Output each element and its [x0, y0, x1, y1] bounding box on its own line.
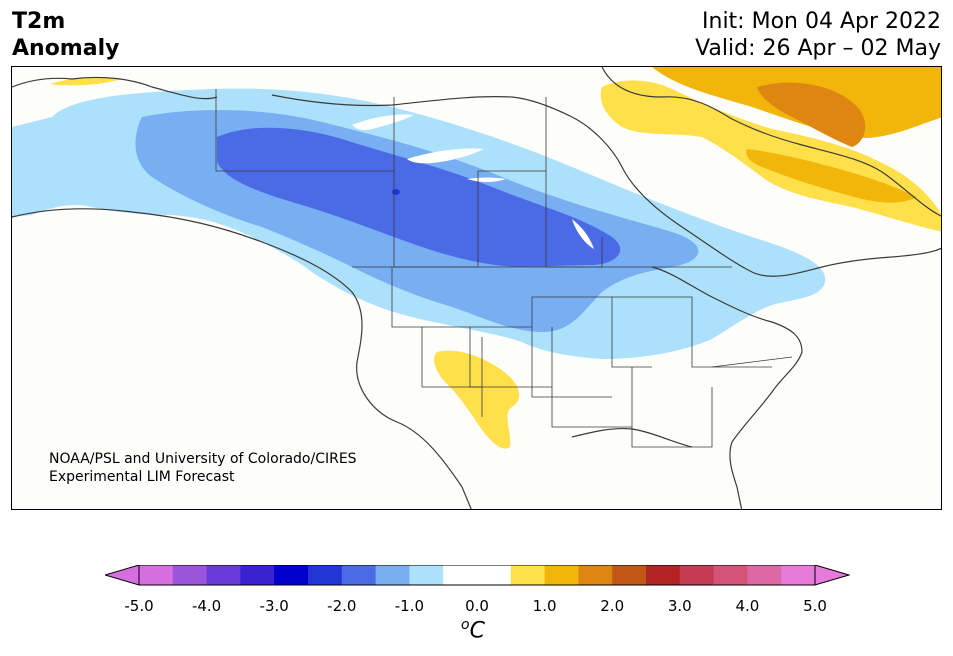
- credit-text: NOAA/PSL and University of Colorado/CIRE…: [49, 450, 357, 486]
- colorbar-segment: [781, 565, 816, 585]
- title-anomaly: Anomaly: [12, 36, 120, 61]
- colorbar-tick-label: 0.0: [465, 597, 489, 615]
- colorbar-ticks: -5.0 -4.0 -3.0 -2.0 -1.0 0.0 1.0 2.0 3.0 4.0 5.0: [0, 597, 953, 617]
- colorbar-segment: [375, 565, 410, 585]
- colorbar-tick-label: -1.0: [394, 597, 425, 615]
- colorbar-tick-label: 2.0: [600, 597, 625, 615]
- colorbar-segment: [713, 565, 748, 585]
- anomaly-map: [12, 67, 941, 509]
- anomaly-region-orange-greenland: [757, 82, 866, 147]
- valid-period: Valid: 26 Apr – 02 May: [695, 36, 941, 61]
- colorbar: [105, 565, 850, 586]
- colorbar-segments: [139, 565, 816, 585]
- lake-athabasca: [407, 148, 484, 164]
- anomaly-region-yellow-alaska: [50, 76, 122, 86]
- colorbar-segment: [139, 565, 174, 585]
- colorbar-segment: [240, 565, 275, 585]
- anomaly-region-yellow-southwest: [434, 350, 520, 449]
- colorbar-unit: oC: [461, 617, 485, 643]
- colorbar-segment: [341, 565, 377, 585]
- credit-line-1: NOAA/PSL and University of Colorado/CIRE…: [49, 451, 357, 467]
- unit-degree: o: [461, 617, 470, 633]
- colorbar-under-arrow: [105, 565, 140, 586]
- map-panel: [11, 66, 942, 510]
- lake-winnipeg: [572, 219, 594, 249]
- anomaly-region-gold-baffin: [746, 149, 917, 203]
- colorbar-tick-label: -4.0: [191, 597, 222, 615]
- title-variable: T2m: [12, 9, 66, 34]
- colorbar-tick-label: 4.0: [735, 597, 760, 615]
- init-date: Init: Mon 04 Apr 2022: [702, 9, 941, 34]
- credit-line-2: Experimental LIM Forecast: [49, 469, 235, 485]
- reindeer-lake: [467, 177, 506, 182]
- forecast-dates: Init: Mon 04 Apr 2022 Valid: 26 Apr – 02…: [695, 8, 941, 62]
- colorbar-over-arrow: [814, 565, 850, 586]
- colorbar-tick-label: -2.0: [327, 597, 357, 615]
- map-title: T2m Anomaly: [12, 8, 119, 62]
- coastlines: [12, 67, 941, 509]
- colorbar-segment: [578, 565, 613, 585]
- colorbar-segment: [477, 565, 512, 585]
- colorbar-segment: [274, 565, 309, 585]
- political-borders: [215, 89, 793, 448]
- colorbar-segment: [679, 565, 715, 585]
- colorbar-segment: [612, 565, 647, 585]
- colorbar-frame: [138, 565, 816, 586]
- colorbar-segment: [510, 565, 546, 585]
- colorbar-segment: [646, 565, 681, 585]
- colorbar-segment: [172, 565, 208, 585]
- colorbar-tick-label: -3.0: [259, 597, 289, 615]
- colorbar-tick-label: 3.0: [667, 597, 692, 615]
- colorbar-segment: [747, 565, 782, 585]
- colorbar-segment: [206, 565, 241, 585]
- great-slave-lake: [352, 114, 414, 130]
- colorbar-tick-label: 1.0: [532, 597, 557, 615]
- unit-celsius: C: [469, 618, 485, 644]
- colorbar-segment: [443, 565, 478, 585]
- colorbar-segment: [308, 565, 343, 585]
- anomaly-region-dark-blue: [392, 189, 400, 195]
- anomaly-region-blue: [217, 127, 621, 267]
- colorbar-segment: [544, 565, 579, 585]
- colorbar-tick-label: 5.0: [803, 597, 827, 615]
- colorbar-segment: [409, 565, 444, 585]
- colorbar-tick-label: -5.0: [124, 597, 154, 615]
